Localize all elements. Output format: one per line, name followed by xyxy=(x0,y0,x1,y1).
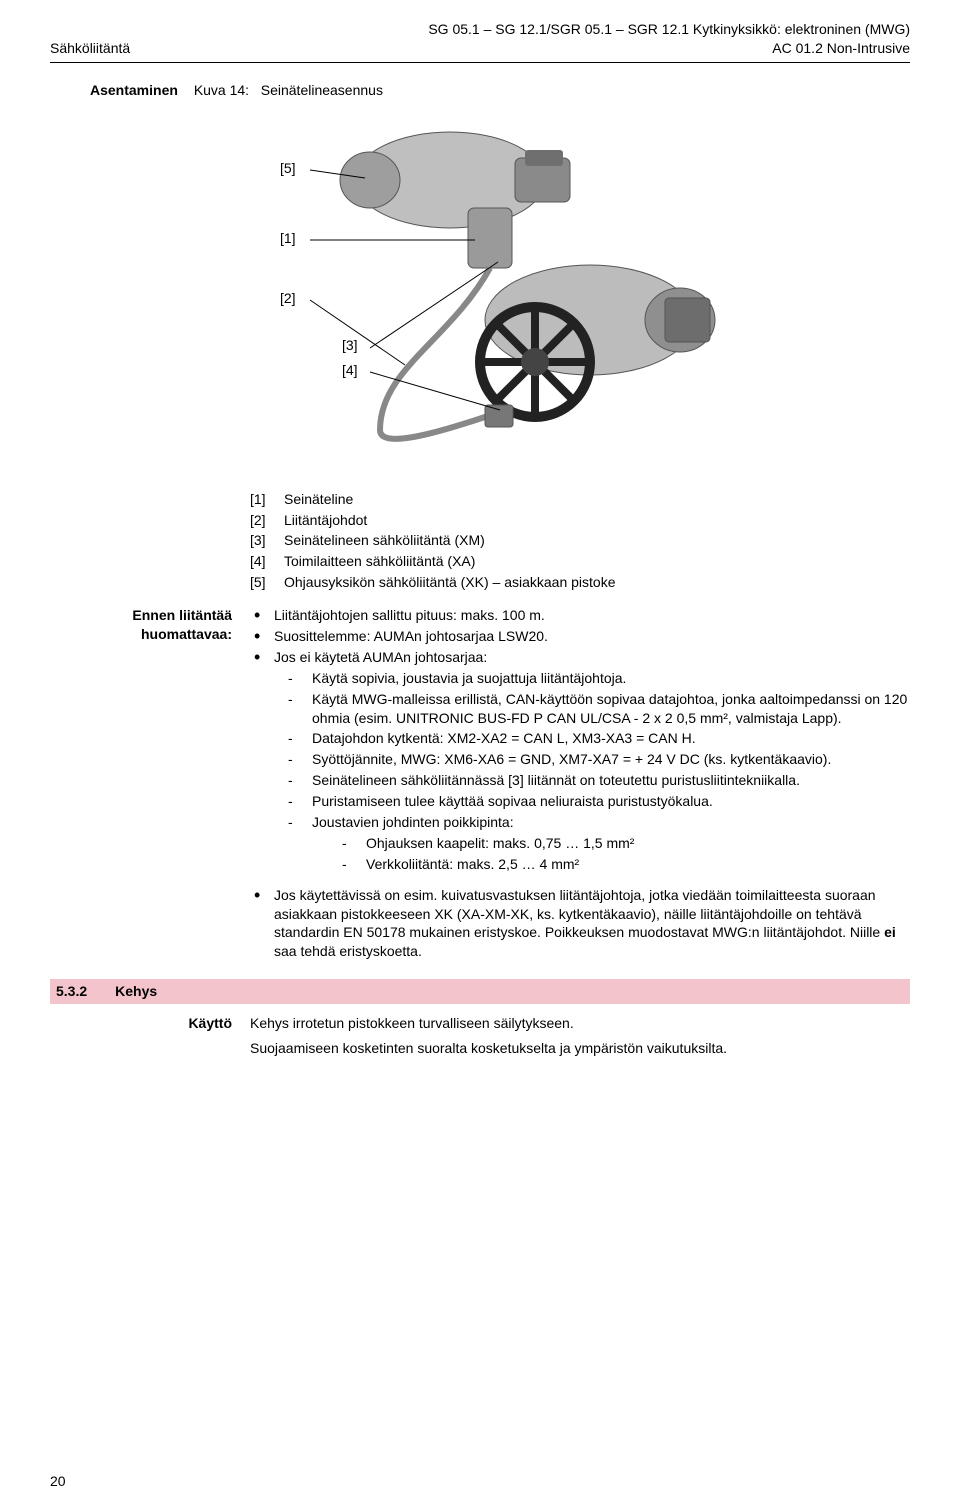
legend-row: [5] Ohjausyksikön sähköliitäntä (XK) – a… xyxy=(250,573,910,592)
list-item: Joustavien johdinten poikkipinta: Ohjauk… xyxy=(274,813,910,874)
legend-num: [2] xyxy=(250,511,284,530)
header-right-line1: SG 05.1 – SG 12.1/SGR 05.1 – SGR 12.1 Ky… xyxy=(428,20,910,39)
usage-label: Käyttö xyxy=(50,1014,250,1064)
figure-number: Kuva 14: xyxy=(194,82,249,98)
list-item: Seinätelineen sähköliitännässä [3] liitä… xyxy=(274,771,910,790)
list-item: Liitäntäjohtojen sallittu pituus: maks. … xyxy=(250,606,910,625)
fig-label-4: [4] xyxy=(342,362,358,378)
list-item-text: Joustavien johdinten poikkipinta: xyxy=(312,814,514,830)
legend-text: Seinäteline xyxy=(284,490,353,509)
dash-list-nested: Ohjauksen kaapelit: maks. 0,75 … 1,5 mm²… xyxy=(312,834,910,874)
figure-image: [5] [1] [2] [3] [4] xyxy=(250,110,910,470)
figure-legend: [1] Seinäteline [2] Liitäntäjohdot [3] S… xyxy=(250,490,910,592)
usage-block: Käyttö Kehys irrotetun pistokkeen turval… xyxy=(50,1014,910,1064)
figure-caption-row: Asentaminen Kuva 14: Seinätelineasennus xyxy=(90,81,910,100)
list-item: Jos käytettävissä on esim. kuivatusvastu… xyxy=(250,886,910,962)
legend-row: [3] Seinätelineen sähköliitäntä (XM) xyxy=(250,531,910,550)
isolation-test-note: Jos käytettävissä on esim. kuivatusvastu… xyxy=(250,886,910,962)
legend-num: [4] xyxy=(250,552,284,571)
legend-num: [3] xyxy=(250,531,284,550)
header-right: SG 05.1 – SG 12.1/SGR 05.1 – SGR 12.1 Ky… xyxy=(428,20,910,58)
section-number: 5.3.2 xyxy=(56,982,87,1001)
list-item: Käytä MWG-malleissa erillistä, CAN-käytt… xyxy=(274,690,910,728)
legend-num: [1] xyxy=(250,490,284,509)
list-item: Ohjauksen kaapelit: maks. 0,75 … 1,5 mm² xyxy=(312,834,910,853)
list-item: Verkkoliitäntä: maks. 2,5 … 4 mm² xyxy=(312,855,910,874)
note-bold: ei xyxy=(884,924,896,940)
asentaminen-label: Asentaminen xyxy=(90,82,178,98)
list-item: Käytä sopivia, joustavia ja suojattuja l… xyxy=(274,669,910,688)
list-item: Puristamiseen tulee käyttää sopivaa neli… xyxy=(274,792,910,811)
list-item: Suosittelemme: AUMAn johtosarjaa LSW20. xyxy=(250,627,910,646)
note-suffix: saa tehdä eristyskoetta. xyxy=(274,943,422,959)
legend-text: Ohjausyksikön sähköliitäntä (XK) – asiak… xyxy=(284,573,616,592)
legend-text: Seinätelineen sähköliitäntä (XM) xyxy=(284,531,485,550)
dash-list: Käytä sopivia, joustavia ja suojattuja l… xyxy=(274,669,910,874)
legend-row: [2] Liitäntäjohdot xyxy=(250,511,910,530)
list-item: Datajohdon kytkentä: XM2-XA2 = CAN L, XM… xyxy=(274,729,910,748)
bullet-list: Jos käytettävissä on esim. kuivatusvastu… xyxy=(250,886,910,962)
bullet-list: Liitäntäjohtojen sallittu pituus: maks. … xyxy=(250,606,910,874)
section-title: Kehys xyxy=(115,982,157,1001)
figure-title: Seinätelineasennus xyxy=(261,82,383,98)
usage-text-1: Kehys irrotetun pistokkeen turvalliseen … xyxy=(250,1014,910,1033)
usage-content: Kehys irrotetun pistokkeen turvalliseen … xyxy=(250,1014,910,1064)
fig-label-3: [3] xyxy=(342,337,358,353)
fig-label-5: [5] xyxy=(280,160,296,176)
header-right-line2: AC 01.2 Non-Intrusive xyxy=(428,39,910,58)
list-item: Syöttöjännite, MWG: XM6-XA6 = GND, XM7-X… xyxy=(274,750,910,769)
fig-label-1: [1] xyxy=(280,230,296,246)
page-header: Sähköliitäntä SG 05.1 – SG 12.1/SGR 05.1… xyxy=(50,20,910,63)
legend-row: [4] Toimilaitteen sähköliitäntä (XA) xyxy=(250,552,910,571)
fig-label-2: [2] xyxy=(280,290,296,306)
note-prefix: Jos käytettävissä on esim. kuivatusvastu… xyxy=(274,887,884,941)
header-left: Sähköliitäntä xyxy=(50,39,130,58)
legend-text: Liitäntäjohdot xyxy=(284,511,367,530)
legend-num: [5] xyxy=(250,573,284,592)
legend-text: Toimilaitteen sähköliitäntä (XA) xyxy=(284,552,475,571)
before-connection-content: Liitäntäjohtojen sallittu pituus: maks. … xyxy=(250,606,910,876)
page-number: 20 xyxy=(50,1472,66,1491)
usage-text-2: Suojaamiseen kosketinten suoralta kosket… xyxy=(250,1039,910,1058)
before-connection-label: Ennen liitäntää huomattavaa: xyxy=(50,606,250,876)
legend-row: [1] Seinäteline xyxy=(250,490,910,509)
list-item: Jos ei käytetä AUMAn johtosarjaa: Käytä … xyxy=(250,648,910,874)
before-connection-block: Ennen liitäntää huomattavaa: Liitäntäjoh… xyxy=(50,606,910,876)
list-item-text: Jos ei käytetä AUMAn johtosarjaa: xyxy=(274,649,487,665)
section-heading: 5.3.2 Kehys xyxy=(50,979,910,1004)
